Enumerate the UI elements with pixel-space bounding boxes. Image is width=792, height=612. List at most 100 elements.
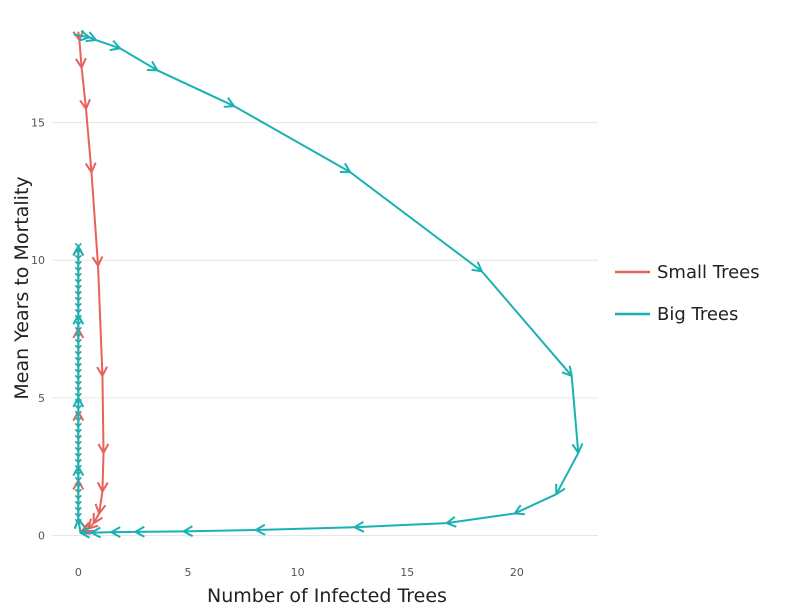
- series-arrow: [74, 506, 82, 512]
- series-arrow: [109, 39, 121, 52]
- series-arrow: [96, 366, 108, 377]
- series-arrow: [254, 523, 266, 536]
- series-arrow: [471, 261, 483, 273]
- series-arrow: [74, 416, 82, 422]
- y-axis-title: Mean Years to Mortality: [11, 176, 33, 399]
- x-tick-label: 20: [510, 566, 524, 579]
- series-arrow: [74, 410, 82, 416]
- series-arrow: [74, 398, 82, 404]
- series-arrow: [74, 278, 82, 284]
- series-arrow: [96, 481, 109, 493]
- legend-item: Small Trees: [615, 262, 760, 283]
- series-arrow: [74, 482, 82, 488]
- series-arrow: [74, 428, 82, 434]
- x-tick-label: 0: [75, 566, 82, 579]
- series-arrow: [74, 368, 82, 374]
- series-arrow: [74, 308, 82, 314]
- series-arrow: [74, 242, 82, 248]
- series-arrow: [74, 500, 82, 506]
- series-arrow: [72, 314, 85, 325]
- series-arrow: [97, 443, 110, 454]
- y-tick-label: 0: [38, 529, 45, 542]
- y-tick-label: 5: [38, 392, 45, 405]
- series-arrow: [353, 520, 365, 533]
- series-arrow: [339, 162, 352, 174]
- series-arrow: [74, 362, 82, 368]
- series-arrow: [110, 526, 121, 538]
- series-arrow: [74, 386, 82, 392]
- series-arrow: [72, 465, 85, 477]
- y-axis-ticks: 0 5 10 15: [31, 117, 45, 543]
- series-arrow: [445, 516, 457, 528]
- series-arrow: [571, 443, 584, 454]
- series-arrow: [74, 326, 82, 332]
- series-arrow: [74, 440, 82, 446]
- series-arrow: [74, 380, 82, 386]
- grid: [52, 122, 598, 536]
- y-tick-label: 15: [31, 117, 45, 130]
- series-arrow: [79, 29, 91, 42]
- series-arrow: [513, 504, 526, 516]
- series-arrow: [94, 503, 107, 515]
- series-arrow: [74, 254, 82, 260]
- series-arrow: [555, 483, 566, 496]
- series-arrow: [74, 350, 82, 356]
- series-arrow: [75, 57, 87, 69]
- series-arrow: [92, 512, 103, 525]
- series-arrow: [74, 344, 82, 350]
- series-arrow: [74, 512, 82, 518]
- series-arrow: [74, 356, 82, 362]
- series-arrow: [74, 374, 82, 380]
- x-axis-ticks: 0 5 10 15 20: [75, 566, 524, 579]
- series-arrow: [74, 452, 82, 458]
- series-arrow: [84, 162, 97, 174]
- series-arrow: [74, 320, 82, 326]
- series-arrow: [74, 296, 82, 302]
- series-arrow: [74, 446, 82, 452]
- legend-item: Big Trees: [615, 304, 738, 325]
- series-line: [73, 33, 580, 534]
- legend-label: Small Trees: [657, 262, 760, 283]
- y-tick-label: 10: [31, 254, 45, 267]
- series-arrow: [79, 526, 90, 539]
- series-line: [77, 31, 105, 534]
- x-tick-label: 5: [184, 566, 191, 579]
- series-arrow: [74, 458, 82, 464]
- series-arrow: [74, 248, 82, 254]
- series-arrow: [182, 525, 194, 538]
- series-arrow: [74, 266, 82, 272]
- series-arrow: [74, 338, 82, 344]
- x-axis-title: Number of Infected Trees: [207, 585, 447, 607]
- series-arrow: [72, 396, 85, 408]
- series-arrow: [146, 60, 159, 72]
- legend-label: Big Trees: [657, 304, 738, 325]
- series-arrow: [74, 284, 82, 290]
- series-arrow: [74, 314, 82, 320]
- series-arrow: [90, 526, 102, 539]
- series-arrow: [74, 404, 82, 410]
- series-arrow: [74, 494, 82, 500]
- series-arrow: [74, 272, 82, 278]
- series-arrow: [74, 392, 82, 398]
- series-arrow: [134, 525, 145, 538]
- series-arrow: [74, 464, 82, 470]
- series-arrow: [79, 98, 91, 110]
- series-arrow: [74, 518, 82, 524]
- series-arrow: [74, 476, 82, 482]
- series-arrow: [74, 332, 82, 338]
- series-arrow: [223, 97, 235, 108]
- series-arrow: [74, 302, 82, 308]
- x-tick-label: 15: [400, 566, 414, 579]
- series-arrow: [561, 365, 573, 377]
- series-arrow: [74, 260, 82, 266]
- series-arrow: [74, 488, 82, 494]
- series-arrow: [74, 290, 82, 296]
- series-arrow: [91, 255, 104, 267]
- series-arrow: [74, 422, 82, 428]
- series-arrow: [74, 434, 82, 440]
- x-tick-label: 10: [291, 566, 305, 579]
- series-1: [72, 29, 584, 539]
- series-arrow: [85, 31, 97, 43]
- series-layer: [72, 29, 584, 539]
